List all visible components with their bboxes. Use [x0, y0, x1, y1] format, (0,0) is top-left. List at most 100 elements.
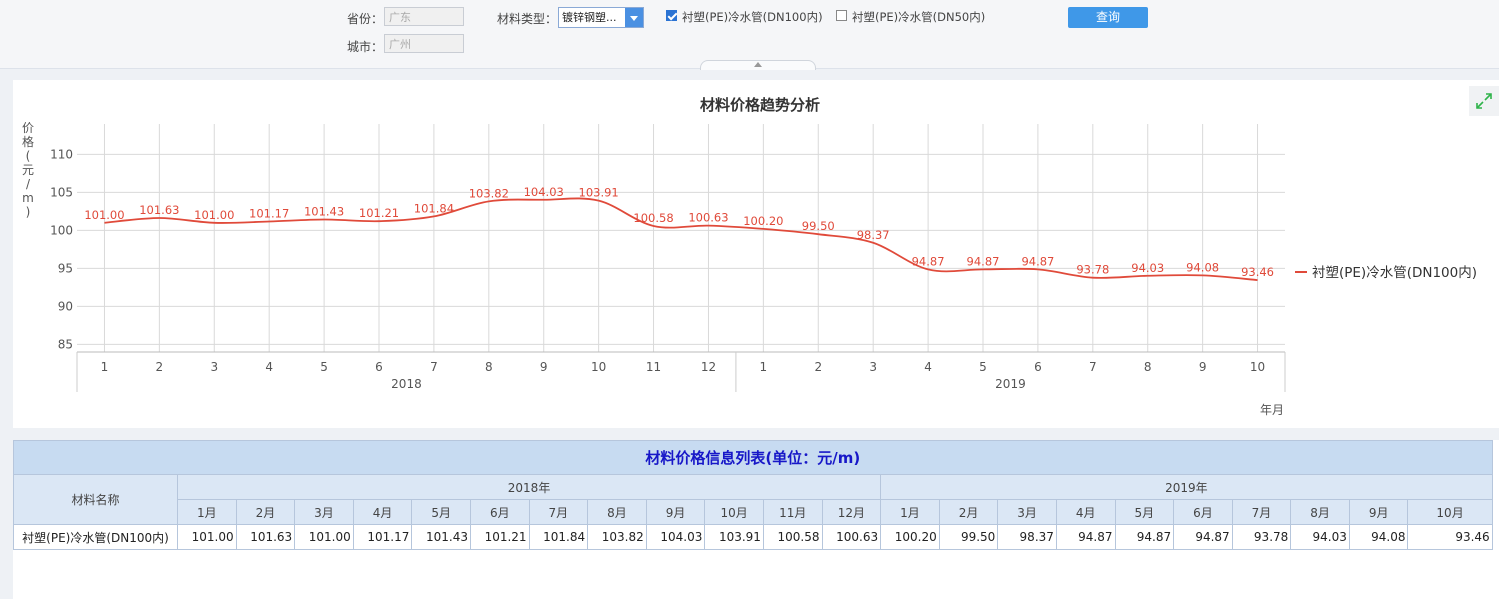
city-field[interactable]: 广州	[384, 34, 464, 53]
y-axis-label-char: (	[26, 149, 31, 163]
price-cell: 101.84	[528, 524, 589, 550]
data-label: 94.87	[1021, 254, 1054, 268]
y-tick-label: 85	[58, 337, 73, 351]
material-name-cell: 衬塑(PE)冷水管(DN100内)	[13, 524, 178, 550]
x-tick-label: 5	[320, 360, 328, 374]
expand-icon	[1476, 93, 1492, 109]
price-cell: 101.43	[411, 524, 471, 550]
y-tick-label: 95	[58, 261, 73, 275]
chart-grid: 85 90 95 100 105 110	[50, 124, 1285, 353]
price-cell: 103.91	[704, 524, 764, 550]
x-tick-label: 3	[869, 360, 877, 374]
x-tick-label: 4	[924, 360, 932, 374]
y-axis-label-char: 元	[22, 163, 34, 177]
option-dn50-label[interactable]: 衬塑(PE)冷水管(DN50内)	[852, 10, 986, 24]
query-button[interactable]: 查询	[1068, 7, 1148, 28]
month-header: 9月	[645, 499, 706, 525]
data-label: 103.91	[579, 186, 619, 200]
month-header: 6月	[469, 499, 530, 525]
x-tick-label: 8	[485, 360, 493, 374]
month-header: 10月	[1407, 499, 1493, 525]
year-header: 2019年	[880, 474, 1493, 500]
table-row: 衬塑(PE)冷水管(DN100内) 101.00 101.63 101.00 101.1…	[13, 524, 1493, 550]
month-header: 2月	[235, 499, 296, 525]
x-tick-label: 4	[265, 360, 273, 374]
x-tick-label: 12	[701, 360, 716, 374]
y-tick-label: 100	[50, 223, 73, 237]
price-cell: 100.63	[821, 524, 882, 550]
x-tick-label: 6	[1034, 360, 1042, 374]
month-header: 4月	[1055, 499, 1116, 525]
x-tick-label: 2	[814, 360, 822, 374]
month-header: 10月	[704, 499, 764, 525]
price-cell: 104.03	[645, 524, 706, 550]
y-tick-label: 110	[50, 147, 73, 161]
y-axis-label-char: 价	[22, 121, 34, 135]
x-tick-label: 11	[646, 360, 661, 374]
price-cell: 103.82	[587, 524, 647, 550]
chart-legend: 衬塑(PE)冷水管(DN100内)	[1295, 265, 1477, 281]
price-cell: 99.50	[938, 524, 999, 550]
city-label: 城市：	[347, 40, 384, 54]
x-tick-label: 2	[156, 360, 164, 374]
month-header: 7月	[1231, 499, 1292, 525]
province-label: 省份：	[347, 12, 384, 26]
month-header: 3月	[997, 499, 1057, 525]
collapse-toggle[interactable]	[700, 60, 816, 70]
data-label: 101.43	[304, 205, 344, 219]
data-label: 98.37	[857, 228, 890, 242]
option-dn100-checkbox[interactable]	[666, 10, 677, 21]
month-header: 2月	[938, 499, 999, 525]
y-axis-label-char: 格	[22, 134, 34, 149]
option-dn100-label[interactable]: 衬塑(PE)冷水管(DN100内)	[682, 10, 823, 24]
y-axis-label-char: m	[22, 191, 34, 205]
material-type-label: 材料类型：	[497, 12, 558, 26]
price-cell: 101.00	[294, 524, 354, 550]
data-label: 101.00	[194, 208, 234, 222]
price-cell: 101.17	[352, 524, 413, 550]
y-axis-label: 价格(元/m)	[22, 121, 34, 219]
fullscreen-button[interactable]	[1469, 86, 1499, 116]
price-cell: 101.00	[177, 524, 237, 550]
month-header: 5月	[411, 499, 471, 525]
price-cell: 93.46	[1407, 524, 1493, 550]
series-line	[104, 197, 1258, 282]
data-label: 101.63	[139, 203, 179, 217]
month-header: 7月	[528, 499, 589, 525]
month-header: 8月	[1290, 499, 1350, 525]
year-header: 2018年	[176, 474, 882, 500]
x-axis-label: 年月	[1260, 403, 1284, 417]
option-dn50-checkbox[interactable]	[836, 10, 847, 21]
month-header: 12月	[821, 499, 882, 525]
material-type-select[interactable]: 镀锌钢塑...	[558, 7, 644, 28]
legend-label: 衬塑(PE)冷水管(DN100内)	[1312, 265, 1477, 281]
province-field[interactable]: 广东	[384, 7, 464, 26]
month-header: 9月	[1348, 499, 1409, 525]
x-tick-label: 7	[1089, 360, 1097, 374]
data-label: 104.03	[524, 185, 564, 199]
x-tick-label: 10	[591, 360, 606, 374]
month-header: 1月	[880, 499, 940, 525]
data-label: 101.84	[414, 201, 454, 215]
data-label: 99.50	[802, 219, 835, 233]
data-label: 93.78	[1076, 263, 1109, 277]
price-cell: 94.87	[1055, 524, 1116, 550]
price-cell: 94.08	[1348, 524, 1409, 550]
price-cell: 94.87	[1114, 524, 1175, 550]
chevron-down-icon[interactable]	[625, 8, 643, 27]
material-name-header: 材料名称	[13, 474, 178, 525]
data-label: 103.82	[469, 186, 509, 200]
year-group-label: 2018	[391, 377, 422, 391]
data-label: 94.87	[967, 254, 1000, 268]
x-tick-label: 1	[101, 360, 109, 374]
price-table: 材料价格信息列表(单位：元/m) 材料名称 2018年 2019年 1月 2月 3月 4月 5月…	[13, 440, 1493, 550]
chart-panel	[13, 80, 1499, 428]
data-label: 100.58	[633, 211, 673, 225]
month-header: 5月	[1114, 499, 1175, 525]
month-header: 6月	[1173, 499, 1233, 525]
data-label: 100.20	[743, 214, 783, 228]
material-type-value: 镀锌钢塑...	[562, 11, 617, 24]
x-tick-label: 9	[1199, 360, 1207, 374]
data-label: 101.00	[84, 208, 124, 222]
data-label: 94.03	[1131, 261, 1164, 275]
